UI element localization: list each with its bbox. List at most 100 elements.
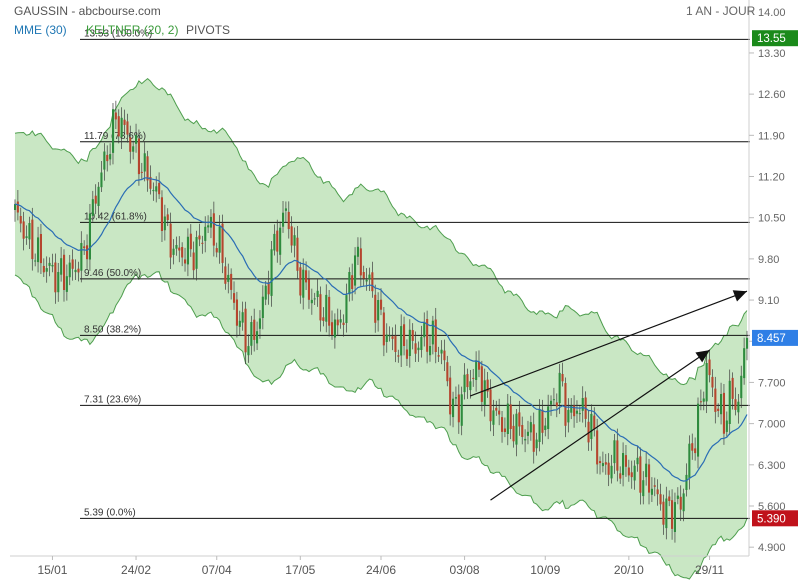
candle-body: [163, 216, 166, 231]
candle-body: [155, 186, 158, 192]
legend-pivots[interactable]: PIVOTS: [186, 23, 230, 37]
axes: [10, 0, 750, 557]
candle-body: [616, 440, 619, 471]
candle-body: [567, 409, 570, 423]
candle-body: [365, 279, 368, 282]
candle-body: [54, 262, 57, 293]
candle-body: [293, 235, 296, 246]
candle-body: [273, 233, 276, 251]
candle-body: [385, 334, 388, 342]
candle-body: [575, 410, 578, 414]
candle-body: [313, 298, 316, 300]
x-tick-label: 24/06: [366, 563, 396, 577]
candle-body: [743, 348, 746, 379]
candle-body: [561, 374, 564, 382]
candle-body: [717, 408, 720, 411]
candle-body: [339, 319, 342, 323]
candle-body: [192, 252, 195, 271]
candle-body: [356, 246, 359, 257]
candle-body: [307, 279, 310, 300]
candle-body: [541, 409, 544, 433]
period-label[interactable]: 1 AN - JOUR: [686, 4, 756, 18]
candle-body: [668, 496, 671, 501]
candle-body: [88, 213, 91, 260]
x-tick-label: 17/05: [285, 563, 315, 577]
candle-body: [417, 347, 420, 351]
candle-body: [426, 319, 429, 352]
candle-body: [34, 260, 37, 262]
candle-body: [624, 455, 627, 467]
candle-body: [374, 294, 377, 323]
ema-30-line: [14, 177, 748, 482]
candle-body: [267, 282, 270, 295]
candle-body: [498, 410, 501, 415]
candle-body: [558, 372, 561, 404]
candle-body: [501, 417, 504, 432]
fib-level-label: 10.42 (61.8%): [84, 211, 147, 222]
candle-body: [380, 299, 383, 310]
candle-body: [472, 377, 475, 379]
candle-body: [535, 439, 538, 449]
candle-body: [51, 265, 54, 267]
price-badges: 13.55 8.457 5.390: [752, 30, 798, 527]
candle-body: [224, 266, 227, 284]
price-badge-label-high: 13.55: [757, 33, 786, 45]
candle-body: [287, 211, 290, 230]
candle-body: [169, 223, 172, 258]
candle-body: [550, 400, 553, 405]
candle-body: [673, 502, 676, 532]
candle-body: [16, 201, 19, 213]
candle-body: [103, 151, 106, 170]
candle-body: [403, 324, 406, 346]
candle-body: [746, 337, 749, 349]
candle-body: [316, 290, 319, 297]
candle-body: [302, 269, 305, 298]
y-tick-label: 11.90: [758, 130, 785, 142]
candle-body: [152, 190, 155, 192]
candle-body: [299, 267, 302, 296]
candle-body: [619, 473, 622, 479]
candle-body: [342, 322, 345, 325]
x-tick-label: 29/11: [695, 563, 724, 577]
candle-body: [524, 438, 527, 441]
candle-body: [305, 270, 308, 283]
candle-body: [642, 480, 645, 497]
y-tick-label: 5.600: [758, 501, 786, 513]
candle-body: [475, 360, 478, 380]
candle-body: [71, 259, 74, 269]
candle-body: [731, 377, 734, 399]
candle-body: [80, 243, 83, 271]
legend-keltner[interactable]: KELTNER (20, 2): [86, 23, 178, 37]
trend-arrow-line: [490, 349, 710, 501]
candle-body: [22, 221, 25, 239]
candle-body: [60, 258, 63, 275]
y-axis-ticks: 14.00 13.30 12.60 11.90 11.20 10.50 9.80 9.10 8.…: [749, 7, 786, 554]
candle-body: [578, 413, 581, 415]
chart-source-title: GAUSSIN - abcbourse.com: [14, 4, 161, 18]
candle-body: [65, 276, 68, 292]
candle-body: [702, 398, 705, 402]
y-tick-label: 12.60: [758, 89, 786, 101]
candle-body: [694, 448, 697, 454]
candle-body: [466, 374, 469, 388]
candle-body: [204, 226, 207, 241]
candle-body: [106, 154, 109, 162]
candle-body: [310, 299, 313, 304]
price-badge-last: [752, 329, 798, 346]
candle-body: [722, 392, 725, 434]
candle-body: [258, 318, 261, 329]
candle-body: [362, 272, 365, 279]
fib-level-label: 5.39 (0.0%): [84, 507, 136, 518]
candle-body: [94, 195, 97, 204]
candle-body: [244, 308, 247, 353]
trend-arrow-head: [732, 290, 747, 302]
candle-body: [489, 389, 492, 422]
legend-ema[interactable]: MME (30): [14, 23, 67, 37]
candle-body: [109, 154, 112, 160]
candle-body: [279, 227, 282, 255]
candle-body: [77, 268, 80, 273]
candle-body: [184, 259, 187, 264]
candle-body: [665, 498, 668, 529]
x-tick-label: 20/10: [614, 563, 644, 577]
